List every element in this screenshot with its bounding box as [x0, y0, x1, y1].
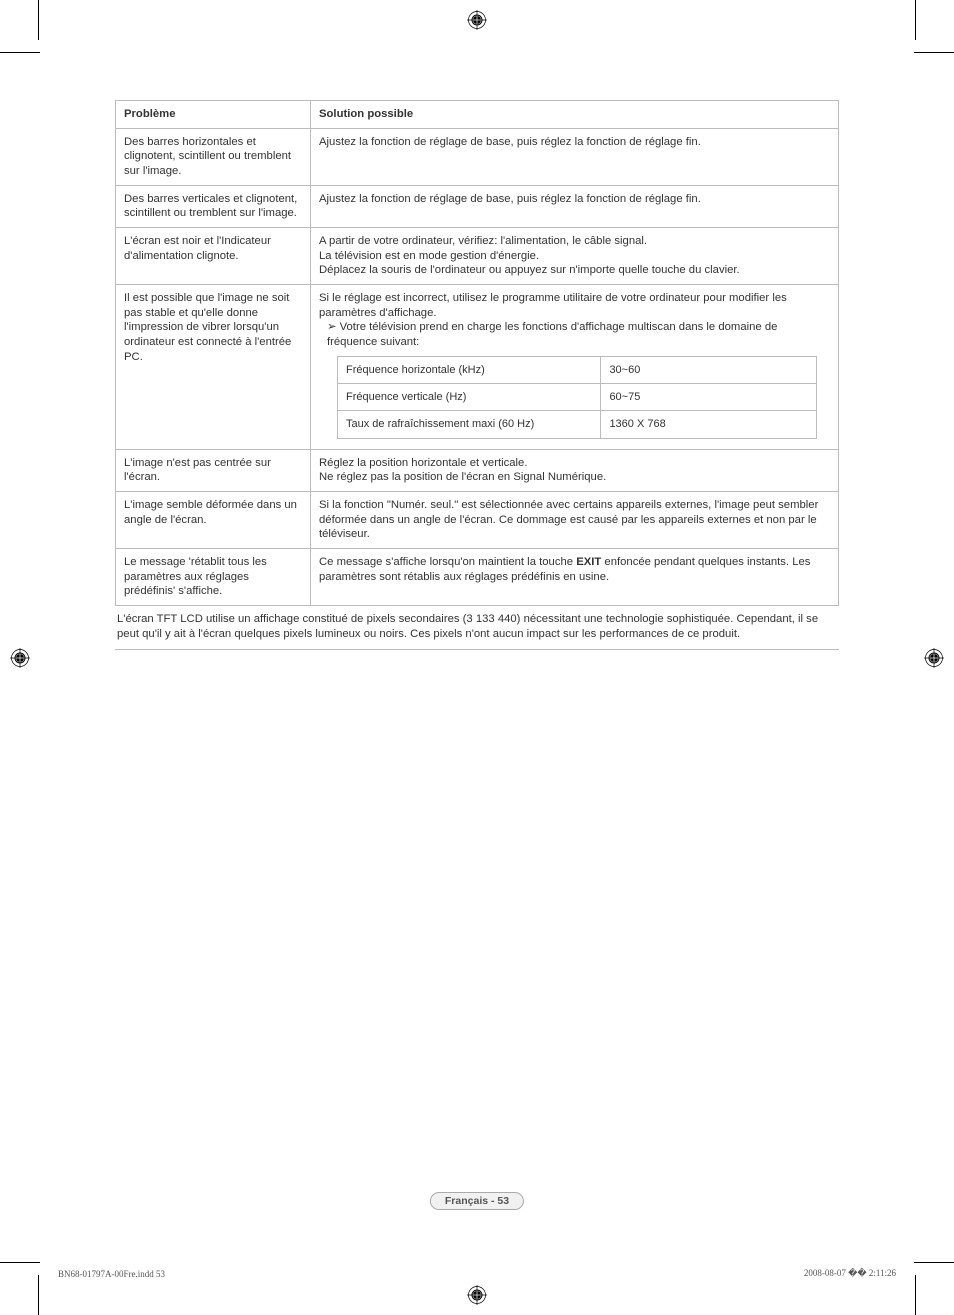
table-header-row: Problème Solution possible	[116, 101, 839, 129]
header-solution: Solution possible	[311, 101, 839, 129]
table-row: Des barres horizontales et clignotent, s…	[116, 128, 839, 185]
table-row: L'image n'est pas centrée sur l'écran. R…	[116, 449, 839, 491]
registration-mark-icon	[10, 648, 30, 668]
freq-label: Fréquence verticale (Hz)	[338, 384, 601, 411]
crop-mark	[38, 1275, 68, 1315]
solution-note-text: Votre télévision prend en charge les fon…	[327, 321, 777, 348]
cell-solution: Réglez la position horizontale et vertic…	[311, 449, 839, 491]
solution-line: Déplacez la souris de l'ordinateur ou ap…	[319, 263, 830, 278]
crop-mark	[914, 52, 954, 53]
solution-text: Ce message s'affiche lorsqu'on maintient…	[319, 556, 576, 568]
freq-label: Taux de rafraîchissement maxi (60 Hz)	[338, 411, 601, 438]
solution-line: Votre télévision prend en charge les fon…	[319, 320, 830, 349]
solution-line: A partir de votre ordinateur, vérifiez: …	[319, 234, 830, 249]
registration-mark-icon	[467, 1285, 487, 1305]
cell-problem: L'écran est noir et l'Indicateur d'alime…	[116, 228, 311, 285]
cell-problem: Le message 'rétablit tous les paramètres…	[116, 548, 311, 605]
table-row: Le message 'rétablit tous les paramètres…	[116, 548, 839, 605]
table-row: Il est possible que l'image ne soit pas …	[116, 285, 839, 450]
frequency-table: Fréquence horizontale (kHz) 30~60 Fréque…	[337, 356, 817, 439]
cell-problem: L'image n'est pas centrée sur l'écran.	[116, 449, 311, 491]
solution-line: La télévision est en mode gestion d'éner…	[319, 249, 830, 264]
freq-value: 30~60	[601, 356, 817, 383]
footer-timestamp: 2008-08-07 �� 2:11:26	[804, 1268, 896, 1279]
cell-problem: L'image semble déformée dans un angle de…	[116, 491, 311, 548]
crop-mark	[914, 1262, 954, 1263]
crop-mark	[886, 0, 916, 40]
table-row: L'image semble déformée dans un angle de…	[116, 491, 839, 548]
cell-problem: Des barres horizontales et clignotent, s…	[116, 128, 311, 185]
cell-solution: Ajustez la fonction de réglage de base, …	[311, 128, 839, 185]
exit-keyword: EXIT	[576, 556, 601, 568]
cell-solution: Ajustez la fonction de réglage de base, …	[311, 185, 839, 227]
table-row: Des barres verticales et clignotent, sci…	[116, 185, 839, 227]
cell-problem: Il est possible que l'image ne soit pas …	[116, 285, 311, 450]
table-row: Fréquence verticale (Hz) 60~75	[338, 384, 817, 411]
table-row: Fréquence horizontale (kHz) 30~60	[338, 356, 817, 383]
cell-solution: Si la fonction "Numér. seul." est sélect…	[311, 491, 839, 548]
crop-mark	[886, 1275, 916, 1315]
cell-problem: Des barres verticales et clignotent, sci…	[116, 185, 311, 227]
solution-line: Ne réglez pas la position de l'écran en …	[319, 470, 830, 485]
page: Problème Solution possible Des barres ho…	[0, 0, 954, 1315]
troubleshooting-table: Problème Solution possible Des barres ho…	[115, 100, 839, 606]
registration-mark-icon	[467, 10, 487, 30]
cell-solution: Si le réglage est incorrect, utilisez le…	[311, 285, 839, 450]
content-area: Problème Solution possible Des barres ho…	[115, 100, 839, 650]
table-row: Taux de rafraîchissement maxi (60 Hz) 13…	[338, 411, 817, 438]
freq-label: Fréquence horizontale (kHz)	[338, 356, 601, 383]
crop-mark	[0, 1262, 40, 1263]
freq-value: 60~75	[601, 384, 817, 411]
freq-value: 1360 X 768	[601, 411, 817, 438]
footnote-text: L'écran TFT LCD utilise un affichage con…	[115, 610, 839, 650]
solution-line: Réglez la position horizontale et vertic…	[319, 456, 830, 471]
header-problem: Problème	[116, 101, 311, 129]
footer-filename: BN68-01797A-00Fre.indd 53	[58, 1269, 165, 1279]
page-number-label: Français - 53	[430, 1192, 524, 1210]
crop-mark	[0, 52, 40, 53]
registration-mark-icon	[924, 648, 944, 668]
cell-solution: A partir de votre ordinateur, vérifiez: …	[311, 228, 839, 285]
solution-line: Si le réglage est incorrect, utilisez le…	[319, 291, 830, 320]
table-row: L'écran est noir et l'Indicateur d'alime…	[116, 228, 839, 285]
cell-solution: Ce message s'affiche lorsqu'on maintient…	[311, 548, 839, 605]
crop-mark	[38, 0, 68, 40]
